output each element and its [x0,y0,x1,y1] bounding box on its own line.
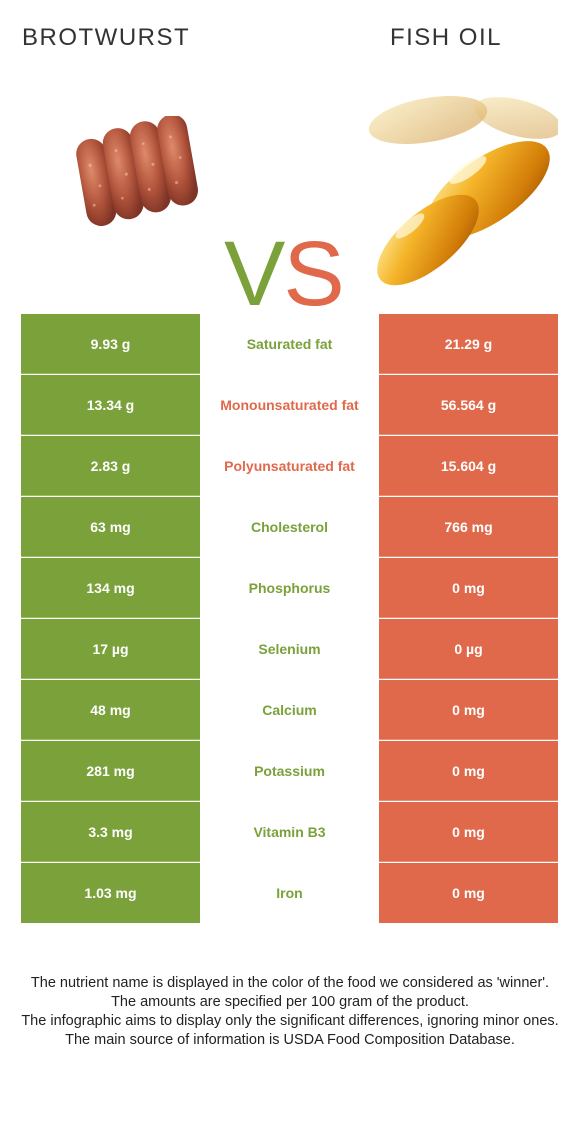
vs-letter-s: S [283,223,344,325]
brotwurst-value: 48 mg [21,680,200,740]
food1-title: BROTWURST [22,24,191,51]
brotwurst-value: 63 mg [21,497,200,557]
table-row: 2.83 g Polyunsaturated fat 15.604 g [21,436,558,497]
nutrient-name: Polyunsaturated fat [200,436,379,496]
nutrient-name: Iron [200,863,379,923]
footer-notes: The nutrient name is displayed in the co… [20,974,560,1050]
vs-letter-v: V [224,223,285,325]
table-row: 63 mg Cholesterol 766 mg [21,497,558,558]
table-row: 9.93 g Saturated fat 21.29 g [21,314,558,375]
nutrient-name: Monounsaturated fat [200,375,379,435]
food2-title: FISH OIL [389,24,502,51]
hero-images: VS [0,90,580,320]
fish-oil-value: 0 mg [379,741,558,801]
table-row: 13.34 g Monounsaturated fat 56.564 g [21,375,558,436]
table-row: 281 mg Potassium 0 mg [21,741,558,802]
fish-oil-value: 766 mg [379,497,558,557]
nutrient-name: Potassium [200,741,379,801]
footer-line: The infographic aims to display only the… [21,1013,559,1029]
fish-oil-value: 15.604 g [379,436,558,496]
fish-oil-value: 56.564 g [379,375,558,435]
brotwurst-value: 3.3 mg [21,802,200,862]
footer-line: The nutrient name is displayed in the co… [30,975,550,991]
vs-label: VS [224,228,345,320]
fish-oil-value: 0 mg [379,680,558,740]
fish-oil-value: 21.29 g [379,314,558,374]
nutrient-name: Saturated fat [200,314,379,374]
comparison-table: 9.93 g Saturated fat 21.29 g 13.34 g Monouns… [21,314,558,924]
table-row: 17 µg Selenium 0 µg [21,619,558,680]
nutrient-name: Cholesterol [200,497,379,557]
fish-oil-image [368,90,558,290]
nutrient-name: Vitamin B3 [200,802,379,862]
brotwurst-value: 13.34 g [21,375,200,435]
table-row: 48 mg Calcium 0 mg [21,680,558,741]
brotwurst-value: 17 µg [21,619,200,679]
brotwurst-value: 9.93 g [21,314,200,374]
brotwurst-value: 281 mg [21,741,200,801]
fish-oil-value: 0 µg [379,619,558,679]
nutrient-name: Selenium [200,619,379,679]
nutrient-name: Calcium [200,680,379,740]
brotwurst-value: 134 mg [21,558,200,618]
table-row: 1.03 mg Iron 0 mg [21,863,558,924]
table-row: 3.3 mg Vitamin B3 0 mg [21,802,558,863]
table-row: 134 mg Phosphorus 0 mg [21,558,558,619]
brotwurst-image [76,116,198,226]
brotwurst-value: 2.83 g [21,436,200,496]
nutrient-name: Phosphorus [200,558,379,618]
brotwurst-value: 1.03 mg [21,863,200,923]
footer-line: The amounts are specified per 100 gram o… [111,994,469,1010]
fish-oil-value: 0 mg [379,558,558,618]
fish-oil-value: 0 mg [379,863,558,923]
footer-line: The main source of information is USDA F… [65,1032,515,1048]
fish-oil-value: 0 mg [379,802,558,862]
